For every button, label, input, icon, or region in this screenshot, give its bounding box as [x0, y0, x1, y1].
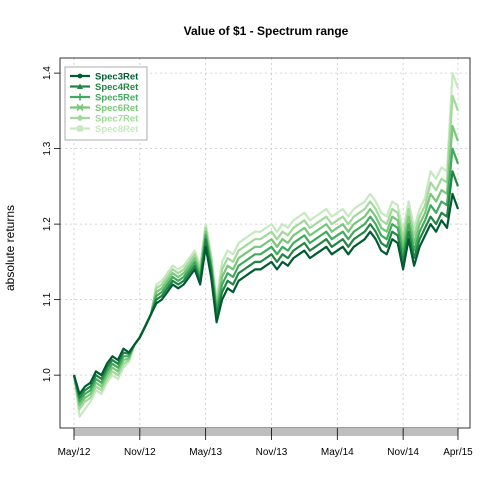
legend-marker: [76, 114, 84, 122]
legend-label: Spec4Ret: [95, 82, 139, 93]
legend-marker: [76, 93, 84, 101]
x-tick-label: May/12: [58, 447, 91, 458]
series-line-spec5ret: [72, 147, 460, 403]
series-line-spec3ret: [72, 192, 460, 396]
axes: 1.0 1.1 1.2 1.3 1.4 May/12 Nov/12 May/13 Nov/13 M…: [42, 57, 473, 458]
legend-label: Spec3Ret: [95, 72, 139, 83]
y-tick-label: 1.0: [42, 368, 53, 382]
x-axis-band: [74, 428, 458, 436]
legend-marker: [77, 83, 83, 89]
legend-marker: [76, 103, 84, 112]
legend-marker: [77, 125, 83, 132]
chart-title: Value of $1 - Spectrum range: [184, 24, 349, 38]
x-tick-label: Apr/15: [443, 447, 473, 458]
legend-label: Spec6Ret: [95, 103, 139, 114]
x-tick-label: Nov/13: [256, 447, 288, 458]
series-layer: [72, 71, 460, 418]
y-tick-label: 1.4: [42, 66, 53, 80]
legend-label: Spec8Ret: [95, 124, 139, 135]
legend-label: Spec7Ret: [95, 114, 139, 125]
legend-marker: [77, 73, 83, 79]
legend-label: Spec5Ret: [95, 93, 139, 104]
y-tick-label: 1.3: [42, 141, 53, 155]
y-tick-label: 1.2: [42, 217, 53, 231]
x-tick-label: Nov/12: [124, 447, 156, 458]
legend: Spec3RetSpec4RetSpec5RetSpec6RetSpec7Ret…: [64, 66, 148, 141]
x-tick-label: Nov/14: [387, 447, 419, 458]
x-tick-label: May/13: [189, 447, 222, 458]
series-line-spec4ret: [72, 170, 460, 399]
x-tick-label: May/14: [321, 447, 354, 458]
y-axis-label: absolute returns: [3, 205, 17, 291]
y-tick-label: 1.1: [42, 292, 53, 306]
